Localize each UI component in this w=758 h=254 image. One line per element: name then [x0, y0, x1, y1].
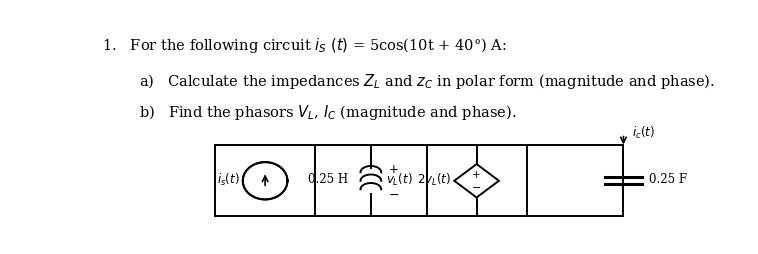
- Text: a)   Calculate the impedances $Z_L$ and $z_C$ in polar form (magnitude and phase: a) Calculate the impedances $Z_L$ and $z…: [139, 72, 715, 90]
- Text: 1.   For the following circuit $\it{i_S}$ $(t)$ = 5cos(10t + 40°) A:: 1. For the following circuit $\it{i_S}$ …: [102, 36, 507, 55]
- Polygon shape: [454, 164, 499, 198]
- Text: $\it{i_s}$$(t)$: $\it{i_s}$$(t)$: [217, 171, 240, 187]
- Text: b)   Find the phasors $V_L$, $I_C$ (magnitude and phase).: b) Find the phasors $V_L$, $I_C$ (magnit…: [139, 103, 516, 122]
- Polygon shape: [243, 163, 287, 200]
- Text: −: −: [389, 188, 399, 201]
- Text: +: +: [472, 170, 481, 180]
- Text: $\it{v_L}$$(t)$: $\it{v_L}$$(t)$: [386, 171, 412, 187]
- Text: +: +: [389, 162, 399, 175]
- Text: $\it{i_c}$$(t)$: $\it{i_c}$$(t)$: [632, 124, 655, 140]
- Text: $2\it{v_L}$$(t)$: $2\it{v_L}$$(t)$: [417, 171, 451, 187]
- Text: −: −: [472, 183, 481, 193]
- Text: 0.25 H: 0.25 H: [309, 173, 349, 186]
- Text: 0.25 F: 0.25 F: [650, 173, 688, 186]
